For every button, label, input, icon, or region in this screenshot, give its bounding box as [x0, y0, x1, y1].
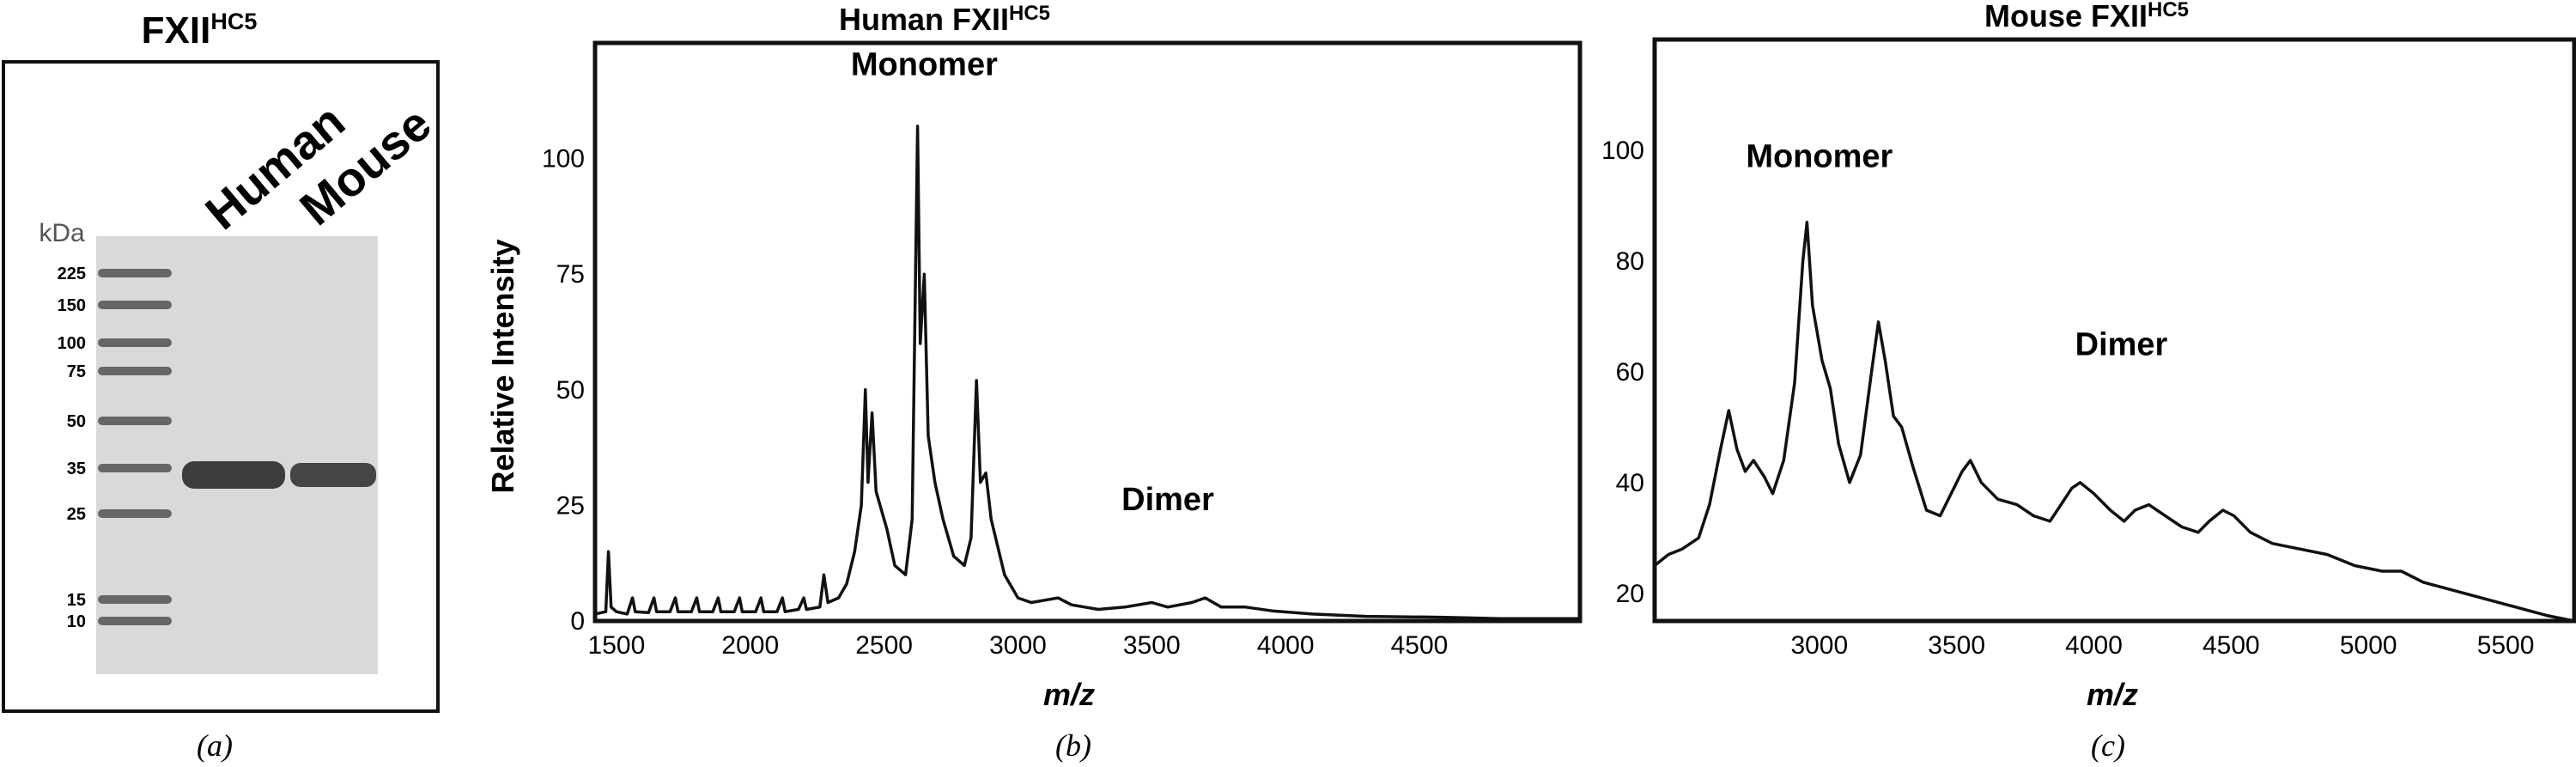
ladder-band	[98, 367, 172, 375]
plot-frame	[592, 40, 1583, 624]
x-tick-label: 4500	[1391, 631, 1449, 660]
chart-title: Mouse FXIIHC5	[1984, 0, 2189, 33]
ladder-label: 100	[58, 334, 86, 353]
ladder-band	[98, 338, 172, 347]
ladder-label: 225	[58, 265, 86, 283]
ladder-band	[98, 617, 172, 625]
x-axis-label: m/z	[2087, 677, 2138, 712]
chart-human: Human FXIIHC5 1500 2000 2500 3000 3500 4000 450…	[485, 2, 1583, 763]
band-human	[182, 461, 285, 489]
x-axis-label: m/z	[1043, 677, 1095, 712]
y-tick-label: 0	[570, 607, 585, 636]
y-tick-label: 60	[1616, 358, 1644, 387]
chart-title: Human FXIIHC5	[839, 2, 1050, 37]
ladder-band	[98, 301, 172, 309]
ladder-label: 15	[67, 591, 86, 610]
ladder-label: 50	[67, 412, 86, 431]
ladder-label: 25	[67, 505, 86, 524]
chart-title-sup: HC5	[1009, 2, 1050, 25]
x-tick-label: 3500	[1928, 631, 1985, 660]
ladder-band	[98, 595, 172, 604]
x-tick-label: 4000	[1257, 631, 1315, 660]
annotation-dimer: Dimer	[2075, 327, 2168, 363]
spectrum-line	[594, 125, 1580, 621]
x-tick-label: 5000	[2340, 631, 2397, 660]
ladder-band	[98, 417, 172, 425]
plot-frame	[1652, 37, 2576, 624]
y-tick-label: 80	[1616, 247, 1644, 276]
ladder-label: 10	[67, 612, 86, 631]
y-tick-label: 50	[556, 376, 585, 405]
y-tick-label: 75	[556, 260, 585, 289]
ladder-label: 150	[58, 296, 86, 315]
chart-title-text: Human FXII	[839, 2, 1009, 37]
x-tick-label: 5500	[2477, 631, 2535, 660]
ladder-label: 75	[67, 362, 86, 381]
annotation-monomer: Monomer	[1746, 138, 1893, 174]
gel-title-sup: HC5	[210, 9, 257, 34]
band-mouse	[290, 463, 376, 487]
kda-label: kDa	[39, 219, 85, 247]
gel-title: FXIIHC5	[142, 9, 258, 52]
panel-a: FXIIHC5 Human Mouse kDa 2251501007550352…	[2, 9, 441, 763]
y-axis-label: Relative Intensity	[485, 239, 520, 493]
chart-mouse: Mouse FXIIHC5 3000 3500 4000 4500 5000 5500 20 4…	[1601, 0, 2576, 763]
spectrum-line	[1653, 221, 2575, 623]
gel-frame	[2, 60, 440, 713]
ladder-band	[98, 509, 172, 518]
x-tick-label: 2000	[721, 631, 779, 660]
ladder-band	[98, 464, 172, 472]
x-tick-label: 3500	[1123, 631, 1181, 660]
annotation-monomer: Monomer	[851, 47, 998, 83]
x-tick-label: 4000	[2065, 631, 2123, 660]
x-tick-label: 1500	[588, 631, 646, 660]
x-tick-label: 3000	[1790, 631, 1848, 660]
y-tick-label: 25	[556, 491, 585, 520]
ladder-bands	[98, 269, 172, 625]
annotation-dimer: Dimer	[1121, 482, 1214, 518]
ladder-labels: 225 150 100 75 50 35 25 15 10	[58, 265, 86, 631]
ladder-band	[98, 269, 172, 277]
ladder-label: 35	[67, 460, 86, 478]
y-tick-label: 100	[1601, 137, 1644, 165]
chart-title-text: Mouse FXII	[1984, 0, 2148, 33]
x-tick-label: 2500	[855, 631, 913, 660]
y-tick-label: 20	[1616, 580, 1644, 608]
caption-a: (a)	[197, 728, 233, 763]
y-tick-label: 40	[1616, 469, 1644, 497]
caption: (b)	[1055, 728, 1091, 763]
x-tick-label: 4500	[2202, 631, 2260, 660]
chart-title-sup: HC5	[2148, 0, 2189, 21]
caption: (c)	[2091, 728, 2125, 763]
x-tick-label: 3000	[989, 631, 1047, 660]
y-tick-label: 100	[542, 145, 585, 173]
